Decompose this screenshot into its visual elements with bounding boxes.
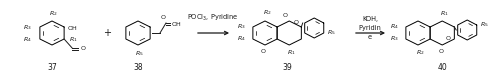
Text: $R_4$: $R_4$ (237, 35, 246, 43)
Text: O: O (294, 20, 298, 25)
Text: 40: 40 (438, 62, 447, 71)
Text: OH: OH (172, 22, 182, 26)
Text: O: O (260, 49, 266, 54)
Text: $R_4$: $R_4$ (23, 36, 32, 44)
Text: 38: 38 (133, 62, 143, 71)
Text: O: O (438, 49, 444, 54)
Text: KOH,: KOH, (362, 16, 378, 22)
Text: O: O (446, 37, 450, 41)
Text: O: O (161, 15, 166, 20)
Text: OH: OH (68, 26, 78, 31)
Text: O: O (282, 13, 288, 18)
Text: 39: 39 (282, 62, 292, 71)
Text: $R_2$: $R_2$ (262, 8, 272, 17)
Text: Pyridin: Pyridin (358, 25, 382, 31)
Text: $R_4$: $R_4$ (390, 23, 399, 31)
Text: $R_5$: $R_5$ (134, 49, 143, 58)
Text: $R_1$: $R_1$ (440, 9, 448, 18)
Text: $R_3$: $R_3$ (390, 35, 399, 43)
Text: O: O (81, 46, 86, 52)
Text: $R_5$: $R_5$ (480, 21, 489, 29)
Text: e: e (368, 34, 372, 40)
Text: 37: 37 (47, 62, 57, 71)
Text: +: + (103, 28, 111, 38)
Text: POCl$_3$, Pyridine: POCl$_3$, Pyridine (187, 13, 239, 23)
Text: $R_1$: $R_1$ (287, 48, 296, 57)
Text: $R_2$: $R_2$ (48, 9, 58, 18)
Text: $R_3$: $R_3$ (238, 23, 246, 31)
Text: $R_1$: $R_1$ (69, 36, 78, 44)
Text: $R_2$: $R_2$ (416, 48, 424, 57)
Text: $R_5$: $R_5$ (327, 29, 336, 37)
Text: $R_3$: $R_3$ (24, 24, 32, 32)
